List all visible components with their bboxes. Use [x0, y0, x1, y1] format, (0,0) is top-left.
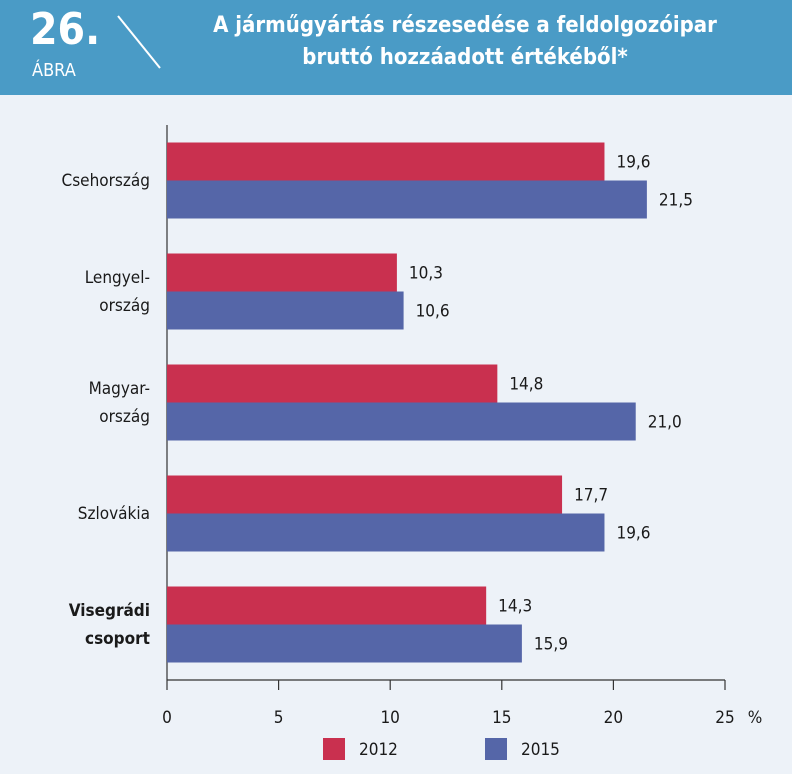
data-label: 19,6 — [616, 524, 650, 544]
y-tick-label: Szlovákia — [77, 503, 150, 524]
y-tick-label: Csehország — [61, 170, 150, 191]
chart-title: A járműgyártás részesedése a feldolgozói… — [213, 13, 717, 70]
legend-swatch — [485, 738, 507, 760]
y-tick-label: Visegrádi csoport — [68, 600, 150, 649]
x-tick-label: 0 — [162, 708, 172, 728]
data-label: 17,7 — [574, 486, 608, 506]
legend-swatch — [323, 738, 345, 760]
x-tick-label: 10 — [380, 708, 399, 728]
figure-word: ÁBRA — [32, 60, 76, 81]
data-label: 14,3 — [498, 597, 532, 617]
bar — [167, 475, 563, 514]
header-band — [0, 0, 792, 95]
bar — [167, 364, 498, 403]
data-label: 10,3 — [409, 264, 443, 284]
figure-number: 26. — [30, 4, 101, 55]
bar — [167, 624, 522, 663]
bar — [167, 142, 605, 181]
x-tick-label: 25 — [715, 708, 734, 728]
x-unit: % — [748, 708, 763, 728]
bar — [167, 291, 404, 330]
header-slash — [117, 15, 161, 69]
legend-label: 2012 — [359, 740, 398, 760]
bar — [167, 180, 647, 219]
x-tick-label: 5 — [274, 708, 284, 728]
x-tick-label: 15 — [492, 708, 511, 728]
data-label: 21,5 — [659, 191, 693, 211]
x-tick-label: 20 — [604, 708, 623, 728]
y-tick-label: Magyar- ország — [88, 378, 150, 427]
data-label: 15,9 — [534, 635, 568, 655]
legend-label: 2015 — [521, 740, 560, 760]
data-label: 10,6 — [416, 302, 450, 322]
data-label: 19,6 — [616, 153, 650, 173]
data-label: 21,0 — [648, 413, 682, 433]
y-tick-label: Lengyel- ország — [84, 267, 150, 316]
bar — [167, 253, 397, 292]
bar — [167, 513, 605, 552]
data-label: 14,8 — [509, 375, 543, 395]
bar — [167, 586, 487, 625]
bar — [167, 402, 636, 441]
